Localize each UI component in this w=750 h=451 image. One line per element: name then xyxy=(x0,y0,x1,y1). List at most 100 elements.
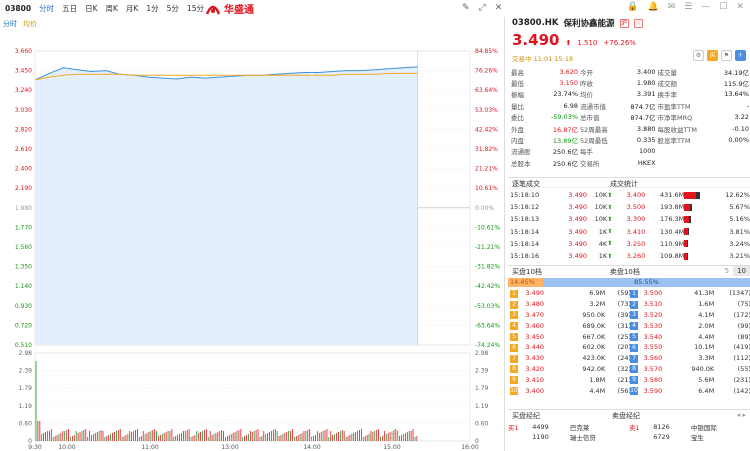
broker-cell[interactable] xyxy=(508,432,532,442)
deal-bar xyxy=(684,238,710,250)
tab-intraday[interactable]: 分时 xyxy=(39,4,55,13)
book-row[interactable]: 9 3.580 5.6M (231) xyxy=(630,374,750,385)
sell-bar xyxy=(688,228,690,236)
book-cell: 4.4M xyxy=(698,332,715,341)
broker-cell[interactable]: 中银国际 xyxy=(690,424,717,432)
tab-1min[interactable]: 1分 xyxy=(146,4,159,13)
book-row[interactable]: 5 3.450 667.0K (25) xyxy=(510,331,631,342)
stats-cell: 0.00% xyxy=(728,136,749,145)
book-row[interactable]: 9 3.410 1.8M (21) xyxy=(510,374,631,385)
book-cell: 3.590 xyxy=(643,386,663,395)
level-badge: 5 xyxy=(630,333,638,342)
broker-cell[interactable]: 瑞士信贷 xyxy=(569,434,596,442)
broker-cell[interactable]: 宝生 xyxy=(690,434,704,442)
subtab-avg[interactable]: 均价 xyxy=(23,20,37,28)
bell-icon[interactable]: 🔔 xyxy=(647,2,659,12)
price-pct: +76.26% xyxy=(603,39,636,47)
book-row[interactable]: 4 3.460 689.0K (31) xyxy=(510,320,631,331)
menu-icon[interactable]: ☰ xyxy=(684,2,693,12)
vol-tick-right: 2.39 xyxy=(475,368,489,375)
y-price-tick: 3.660 xyxy=(15,48,32,55)
stats-cell: 34.19亿 xyxy=(723,68,749,77)
alert-icon[interactable]: ⚑ xyxy=(721,50,732,61)
add-icon[interactable]: ＋ xyxy=(735,50,746,61)
level-badge: 9 xyxy=(630,376,638,385)
stats-cell: 每手 xyxy=(580,148,594,157)
lock-icon[interactable]: 🔒 xyxy=(627,2,639,12)
book-row[interactable]: 2 3.510 1.6M (75) xyxy=(630,299,750,310)
book-row[interactable]: 3 3.520 4.1M (172) xyxy=(630,310,750,321)
fund-icon[interactable]: 沪 xyxy=(619,18,629,28)
tab-deal-stats[interactable]: 成交统计 xyxy=(610,180,638,188)
pencil-icon[interactable]: ✎ xyxy=(462,3,470,13)
book-row[interactable]: 4 3.530 2.0M (99) xyxy=(630,320,750,331)
buy-bar xyxy=(684,191,697,199)
book-row[interactable]: 1 3.500 41.3M (1347) xyxy=(630,288,750,299)
maximize-icon[interactable]: ☐ xyxy=(719,2,728,12)
book-row[interactable]: 8 3.570 940.0K (55) xyxy=(630,364,750,375)
y-pct-tick: 76.26% xyxy=(475,68,498,75)
book-row[interactable]: 6 3.440 602.0K (20) xyxy=(510,342,631,353)
tab-5day[interactable]: 五日 xyxy=(62,4,78,13)
ticks-list: 15:18:10 3.490 10K ⬆ 3.400 431.6M 12.62% 15:18:… xyxy=(510,189,750,262)
stats-cell: 今开 xyxy=(580,68,594,77)
broker-cell[interactable]: 卖1 xyxy=(628,424,640,432)
broker-cell[interactable]: 4499 xyxy=(532,423,549,431)
stock-code: 03800 xyxy=(5,4,32,13)
book-cell: 3.480 xyxy=(525,300,545,309)
depth-10[interactable]: 10 xyxy=(733,266,750,276)
broker-cell[interactable] xyxy=(629,432,653,442)
book-cell: 602.0K xyxy=(582,343,606,352)
settings-icon[interactable]: ⚙ xyxy=(693,50,704,61)
chevron-down-icon[interactable]: ▾ xyxy=(211,4,216,13)
book-row[interactable]: 10 3.590 6.4M (142) xyxy=(630,385,750,396)
expand-icon[interactable]: ⤢ xyxy=(478,3,486,13)
tick-cell: 15:18:16 xyxy=(510,252,540,261)
broker-cell[interactable]: 8126 xyxy=(653,423,670,431)
mail-icon[interactable]: ✉ xyxy=(667,2,676,12)
stats-cell: 13.89亿 xyxy=(552,137,579,146)
level-cell: 1 xyxy=(510,288,525,299)
broker-cell[interactable]: 巴克莱 xyxy=(569,424,590,432)
book-row[interactable]: 1 3.490 6.9M (59) xyxy=(510,288,631,299)
broker-cell[interactable]: 1190 xyxy=(532,433,549,441)
quote-header: 03800.HK 保利协鑫能源 沪 ☆ xyxy=(512,17,643,29)
level-badge: 8 xyxy=(630,365,638,374)
broker-nav-icon[interactable]: ◂ ▸ xyxy=(736,411,746,419)
depth-5[interactable]: 5 xyxy=(724,267,730,275)
tab-monthly-k[interactable]: 月K xyxy=(125,4,139,13)
book-row[interactable]: 7 3.560 3.3M (112) xyxy=(630,353,750,364)
stats-cell: 每股收益TTM xyxy=(657,125,697,134)
vol-tick-right: 1.79 xyxy=(475,385,489,392)
window-close-icon[interactable]: ✕ xyxy=(736,2,744,12)
stats-row: 外盘 16.87亿 52周最高 3.880 每股收益TTM -0.10 xyxy=(510,123,750,134)
tab-15min[interactable]: 15分 xyxy=(186,4,204,13)
close-icon[interactable]: ✕ xyxy=(494,3,503,13)
minimize-icon[interactable]: — xyxy=(701,2,711,12)
subtab-intraday[interactable]: 分时 xyxy=(3,20,17,28)
tab-weekly-k[interactable]: 周K xyxy=(105,4,118,13)
bid-book: 1 3.490 6.9M (59) 2 3.480 3.2M (73) 3 3.470 950.0K… xyxy=(510,288,631,396)
book-row[interactable]: 2 3.480 3.2M (73) xyxy=(510,299,631,310)
x-tick: 9:30 xyxy=(28,444,42,451)
book-row[interactable]: 8 3.420 942.0K (32) xyxy=(510,364,631,375)
tab-5min[interactable]: 5分 xyxy=(166,4,179,13)
book-row[interactable]: 5 3.540 4.4M (89) xyxy=(630,331,750,342)
buy-button[interactable]: 买 xyxy=(707,50,718,61)
star-icon[interactable]: ☆ xyxy=(633,18,643,28)
tab-daily-k[interactable]: 日K xyxy=(85,4,98,13)
intraday-chart[interactable]: 3.660 84.85% 3.450 76.26% 3.240 63.64% 3.030 53… xyxy=(0,45,505,451)
deal-pct: 5.67% xyxy=(729,203,750,212)
deal-pct: 5.16% xyxy=(729,215,750,224)
book-row[interactable]: 6 3.550 10.1M (419) xyxy=(630,342,750,353)
book-cell: 3.520 xyxy=(643,310,663,319)
tab-ticks[interactable]: 逐笔成交 xyxy=(512,180,540,188)
book-row[interactable]: 10 3.400 4.4M (56) xyxy=(510,385,631,396)
broker-cell[interactable]: 买1 xyxy=(508,424,519,432)
book-row[interactable]: 3 3.470 950.0K (39) xyxy=(510,310,631,321)
level-cell: 5 xyxy=(510,331,525,342)
book-cell: (99) xyxy=(737,321,750,330)
y-price-tick: 1.770 xyxy=(15,224,32,231)
broker-cell[interactable]: 6729 xyxy=(653,433,670,441)
book-row[interactable]: 7 3.430 423.0K (24) xyxy=(510,353,631,364)
